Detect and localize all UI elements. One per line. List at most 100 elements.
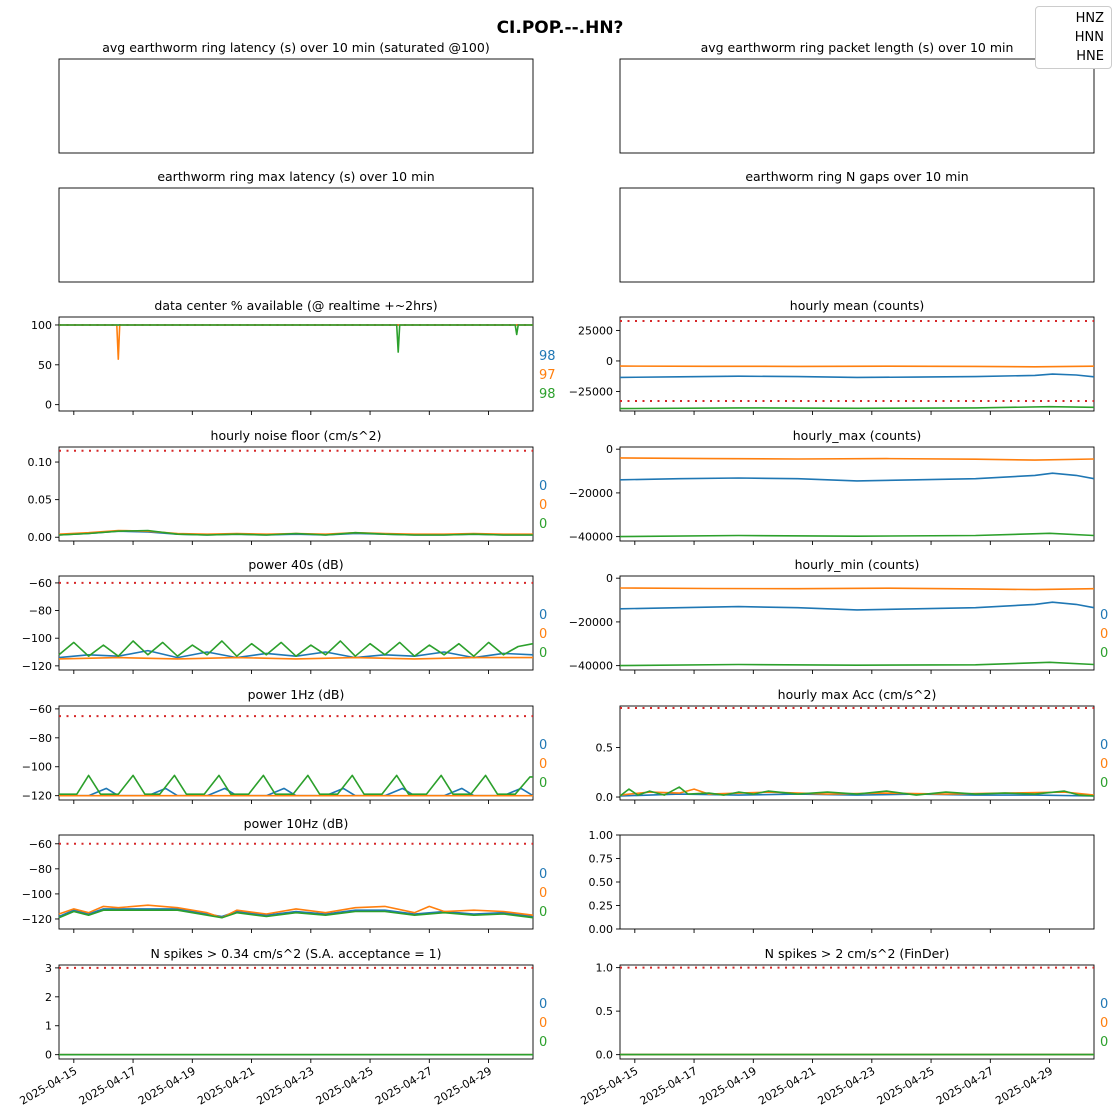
empty-panel-axes xyxy=(619,834,1095,930)
power-10hz-series-hne xyxy=(58,909,534,919)
power-40s-axes xyxy=(58,575,534,671)
power-10hz-ytick-label: −80 xyxy=(29,863,52,876)
hourly-mean-series-hne xyxy=(619,405,1095,410)
hourly-max-acc-ytick-label: 0.0 xyxy=(596,791,614,804)
n-spikes-034-latest-hne: 0 xyxy=(539,1035,547,1050)
power-40s-series-hnn xyxy=(58,656,533,660)
power-1hz-ytick-label: −100 xyxy=(22,761,52,774)
n-spikes-034-xtick-label: 2025-04-21 xyxy=(195,1064,257,1107)
data-center-available-axes xyxy=(58,316,534,412)
avg-latency-title: avg earthworm ring latency (s) over 10 m… xyxy=(102,40,489,55)
power-40s-ytick-label: −120 xyxy=(22,660,52,673)
data-center-available-series-hne xyxy=(59,324,533,353)
n-spikes-2-xtick-label: 2025-04-21 xyxy=(756,1064,818,1107)
empty-panel-ytick-label: 0.25 xyxy=(589,900,614,913)
n-spikes-2-xtick-label: 2025-04-15 xyxy=(578,1064,640,1107)
n-spikes-034-ytick-label: 3 xyxy=(45,962,52,975)
power-1hz-ytick-label: −120 xyxy=(22,790,52,803)
power-10hz-ytick-label: −120 xyxy=(22,913,52,926)
hourly-max-acc-ytick-label: 0.5 xyxy=(596,742,614,755)
data-center-available-ytick-label: 0 xyxy=(45,399,52,412)
hourly-max-title: hourly_max (counts) xyxy=(793,428,922,443)
avg-latency-axes xyxy=(58,58,534,154)
n-spikes-2-ytick-label: 0.5 xyxy=(596,1005,614,1018)
n-spikes-034-xtick-label: 2025-04-17 xyxy=(77,1064,139,1107)
n-spikes-034-ytick-label: 2 xyxy=(45,991,52,1004)
power-40s-title: power 40s (dB) xyxy=(248,557,343,572)
n-spikes-034-axes xyxy=(58,964,534,1060)
hourly-min-series-hne xyxy=(619,661,1095,667)
power-10hz-axes xyxy=(58,834,534,930)
n-spikes-034-latest-hnz: 0 xyxy=(539,997,547,1012)
n-spikes-034-xtick-label: 2025-04-29 xyxy=(432,1064,494,1107)
power-10hz-latest-hnn: 0 xyxy=(539,886,547,901)
avg-packet-length-axes xyxy=(619,58,1095,154)
n-spikes-034-title: N spikes > 0.34 cm/s^2 (S.A. acceptance … xyxy=(150,946,441,961)
legend-entry-hnz: HNZ xyxy=(1075,11,1104,26)
power-40s-latest-hnn: 0 xyxy=(539,627,547,642)
data-center-available-latest-hnn: 97 xyxy=(539,368,556,383)
hourly-max-acc-title: hourly max Acc (cm/s^2) xyxy=(778,687,937,702)
hourly-noise-floor-axes xyxy=(58,446,534,542)
data-center-available-title: data center % available (@ realtime +~2h… xyxy=(154,298,437,313)
hourly-max-acc-latest-hne: 0 xyxy=(1100,776,1108,791)
n-spikes-034-xtick-label: 2025-04-25 xyxy=(314,1064,376,1107)
hourly-min-latest-hne: 0 xyxy=(1100,646,1108,661)
power-40s-ytick-label: −100 xyxy=(22,632,52,645)
power-10hz-latest-hne: 0 xyxy=(539,905,547,920)
power-1hz-axes xyxy=(58,705,534,801)
power-1hz-latest-hnz: 0 xyxy=(539,738,547,753)
hourly-min-series-hnz xyxy=(619,601,1095,611)
hourly-max-acc-series-hne xyxy=(619,786,1095,797)
power-10hz-series-hnn xyxy=(58,904,534,919)
n-spikes-2-latest-hnz: 0 xyxy=(1100,997,1108,1012)
hourly-max-series-hnz xyxy=(619,472,1095,482)
power-10hz-title: power 10Hz (dB) xyxy=(244,816,349,831)
power-1hz-ytick-label: −80 xyxy=(29,732,52,745)
hourly-noise-floor-ytick-label: 0.05 xyxy=(28,494,53,507)
n-spikes-034-xtick-label: 2025-04-27 xyxy=(373,1064,435,1107)
hourly-min-latest-hnz: 0 xyxy=(1100,608,1108,623)
hourly-max-acc-latest-hnn: 0 xyxy=(1100,757,1108,772)
hourly-noise-floor-latest-hnz: 0 xyxy=(539,479,547,494)
n-spikes-2-axes xyxy=(619,964,1095,1060)
n-spikes-2-ytick-label: 0.0 xyxy=(596,1049,614,1062)
hourly-noise-floor-latest-hne: 0 xyxy=(539,517,547,532)
hourly-min-ytick-label: −40000 xyxy=(569,660,613,673)
hourly-min-ytick-label: 0 xyxy=(606,572,613,585)
power-1hz-ytick-label: −60 xyxy=(29,703,52,716)
hourly-min-latest-hnn: 0 xyxy=(1100,627,1108,642)
max-latency-axes xyxy=(58,187,534,283)
power-40s-latest-hnz: 0 xyxy=(539,608,547,623)
n-spikes-034-xtick-label: 2025-04-19 xyxy=(136,1064,198,1107)
legend-entry-hnn: HNN xyxy=(1074,30,1104,45)
n-spikes-034-ytick-label: 0 xyxy=(45,1049,52,1062)
n-gaps-title: earthworm ring N gaps over 10 min xyxy=(745,169,968,184)
hourly-mean-title: hourly mean (counts) xyxy=(790,298,924,313)
n-spikes-034-xtick-label: 2025-04-15 xyxy=(17,1064,79,1107)
hourly-mean-ytick-label: 0 xyxy=(606,355,613,368)
data-center-available-ytick-label: 50 xyxy=(38,359,52,372)
hourly-mean-axes xyxy=(619,316,1095,412)
hourly-max-ytick-label: 0 xyxy=(606,443,613,456)
n-spikes-2-xtick-label: 2025-04-23 xyxy=(815,1064,877,1107)
data-center-available-latest-hnz: 98 xyxy=(539,349,556,364)
n-spikes-2-latest-hne: 0 xyxy=(1100,1035,1108,1050)
hourly-max-acc-series-hnz xyxy=(619,793,1095,797)
power-1hz-latest-hne: 0 xyxy=(539,776,547,791)
hourly-noise-floor-series-hne xyxy=(58,529,533,536)
n-spikes-2-xtick-label: 2025-04-25 xyxy=(875,1064,937,1107)
power-40s-ytick-label: −60 xyxy=(29,577,52,590)
n-spikes-2-xtick-label: 2025-04-17 xyxy=(638,1064,700,1107)
power-10hz-ytick-label: −100 xyxy=(22,888,52,901)
hourly-min-axes xyxy=(619,575,1095,671)
n-gaps-axes xyxy=(619,187,1095,283)
power-40s-series-hne xyxy=(58,640,534,658)
hourly-max-axes xyxy=(619,446,1095,542)
power-10hz-latest-hnz: 0 xyxy=(539,867,547,882)
hourly-max-acc-axes xyxy=(619,705,1095,801)
hourly-noise-floor-ytick-label: 0.10 xyxy=(28,456,53,469)
power-40s-latest-hne: 0 xyxy=(539,646,547,661)
hourly-min-ytick-label: −20000 xyxy=(569,616,613,629)
